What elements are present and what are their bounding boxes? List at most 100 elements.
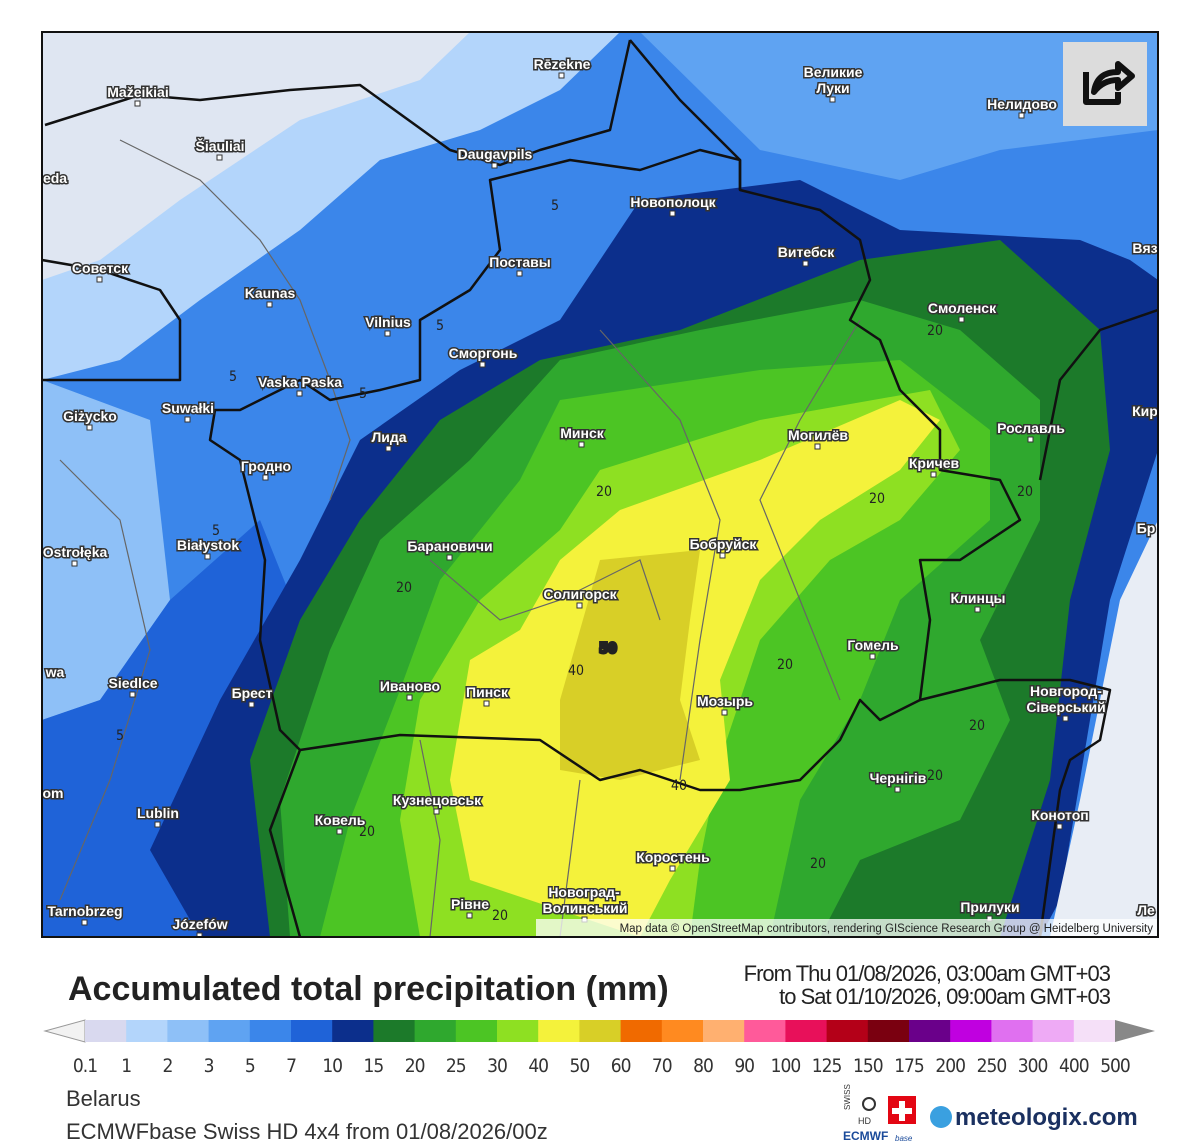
legend-label: 50: [570, 1055, 590, 1077]
city-dot: [71, 560, 78, 567]
period-end: to Sat 01/10/2026, 09:00am GMT+03: [779, 984, 1111, 1009]
precip-area: [1050, 522, 1157, 936]
city-dot: [204, 553, 211, 560]
legend-label: 500: [1100, 1055, 1130, 1077]
city-dot: [1056, 823, 1063, 830]
legend-swatch: [208, 1020, 251, 1042]
admin-border: [759, 319, 861, 701]
legend-swatch: [826, 1020, 869, 1042]
legend-label: 10: [322, 1055, 342, 1077]
city-label: Ostrołęka: [43, 544, 108, 560]
city-dot: [576, 602, 583, 609]
legend-label: 7: [286, 1055, 296, 1077]
contour-label: 20: [810, 856, 826, 872]
legend-swatch: [85, 1020, 127, 1042]
city-dot: [216, 154, 223, 161]
contour-layer: 5 5 5 5 5 5 20 20 20 20 20 20 20 20 20 20 20 40 40 50: [116, 198, 1033, 924]
legend-under: [43, 1019, 86, 1043]
legend-label: 0.1: [73, 1055, 97, 1077]
legend-swatch: [703, 1020, 745, 1042]
city-dot: [248, 701, 255, 708]
city-label: Białystok: [177, 537, 239, 553]
city-dot: [86, 424, 93, 431]
city-label: eda: [43, 170, 67, 186]
admin-border: [119, 139, 351, 501]
country-border: [208, 148, 1022, 792]
city-label: Кричев: [909, 455, 960, 471]
country-border: [44, 39, 632, 167]
city-label: Рівне: [451, 896, 489, 912]
city-label: Вяз: [1132, 240, 1157, 256]
contour-label: 20: [927, 323, 943, 339]
city-dot: [721, 709, 728, 716]
city-dot: [1062, 715, 1069, 722]
city-dot: [958, 316, 965, 323]
share-button[interactable]: [1063, 42, 1147, 126]
city-dot: [262, 474, 269, 481]
city-dot: [930, 471, 937, 478]
city-dot: [384, 330, 391, 337]
city-dot: [894, 786, 901, 793]
city-label: Сморгонь: [449, 345, 518, 361]
legend-swatch: [291, 1020, 333, 1042]
city-dot: [385, 445, 392, 452]
city-label: wa: [45, 664, 65, 680]
city-dot: [578, 441, 585, 448]
legend-swatch: [744, 1020, 786, 1042]
city-label: Поставы: [489, 254, 550, 270]
city-dot: [802, 260, 809, 267]
city-dot: [81, 919, 88, 926]
city-label: Чернігів: [870, 770, 927, 786]
contour-label: 20: [359, 824, 375, 840]
legend-swatch: [373, 1020, 416, 1042]
city-label: Рославль: [997, 420, 1065, 436]
city-label: Ле: [1137, 902, 1155, 918]
city-label: Нелидово: [987, 96, 1057, 112]
city-label: Луки: [816, 80, 849, 96]
share-icon[interactable]: [1083, 61, 1135, 105]
precip-area: [43, 380, 170, 720]
legend-label: 90: [734, 1055, 754, 1077]
map-frame: [41, 31, 1159, 938]
logo-cross: [892, 1101, 912, 1121]
city-dot: [869, 653, 876, 660]
admin-border: [419, 739, 441, 936]
city-label: Бобруйск: [690, 536, 758, 552]
city-label: Бр: [1137, 520, 1156, 536]
city-dot: [1027, 436, 1034, 443]
precip-area: [43, 520, 300, 936]
city-label: Новгород-: [1030, 683, 1102, 699]
legend-label: 25: [446, 1055, 466, 1077]
contour-label: 20: [492, 908, 508, 924]
map: Mažeikiai Šiauliai Rēzekne Daugavpils Велики…: [43, 33, 1157, 936]
contour-label: 20: [596, 484, 612, 500]
city-label: Гомель: [847, 637, 899, 653]
legend-swatch: [538, 1020, 580, 1042]
city-label: Сіверський: [1026, 699, 1105, 715]
city-label: Минск: [560, 425, 605, 441]
city-label: Kaunas: [245, 285, 296, 301]
legend-label: 2: [162, 1055, 172, 1077]
city-label: Великие: [804, 64, 863, 80]
city-label: Клинцы: [950, 590, 1005, 606]
legend-swatch: [1073, 1020, 1116, 1042]
legend-swatch: [579, 1020, 622, 1042]
contour-label: 20: [1017, 484, 1033, 500]
city-label: Józefów: [172, 916, 227, 932]
city-label: Солигорск: [543, 586, 617, 602]
city-dot: [483, 700, 490, 707]
city-label: om: [43, 785, 64, 801]
legend-swatch: [455, 1020, 498, 1042]
city-label: Giżycko: [63, 408, 117, 424]
contour-label: 20: [777, 657, 793, 673]
city-label: Конотоп: [1031, 807, 1088, 823]
logo-hd: HD: [858, 1116, 871, 1126]
legend-swatch: [909, 1020, 951, 1042]
city-label: Šiauliai: [195, 137, 244, 154]
legend-label: 20: [405, 1055, 425, 1077]
legend-label: 300: [1018, 1055, 1048, 1077]
city-dot: [129, 691, 136, 698]
city-dot: [446, 554, 453, 561]
precip-area: [560, 550, 700, 780]
